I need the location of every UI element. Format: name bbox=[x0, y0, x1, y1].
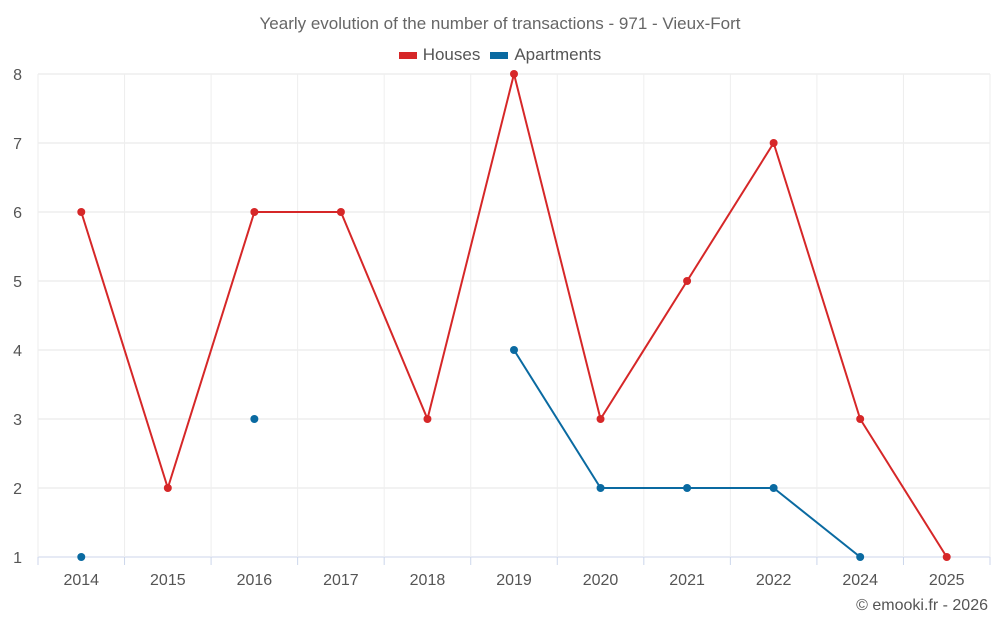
y-tick-label: 8 bbox=[13, 67, 22, 84]
data-point-houses bbox=[683, 277, 692, 285]
legend-item-apartments[interactable]: Apartments bbox=[490, 45, 601, 65]
data-point-houses bbox=[510, 70, 518, 78]
legend-label-apartments: Apartments bbox=[514, 45, 602, 64]
y-tick-label: 3 bbox=[13, 412, 22, 429]
x-tick-label: 2017 bbox=[323, 572, 359, 589]
legend-item-houses[interactable]: Houses bbox=[398, 45, 481, 65]
data-point-apartments bbox=[510, 346, 518, 354]
legend-label-houses: Houses bbox=[422, 45, 481, 64]
data-point-houses bbox=[77, 208, 86, 216]
data-point-houses bbox=[423, 415, 432, 423]
x-tick-label: 2021 bbox=[669, 572, 705, 589]
x-tick-label: 2020 bbox=[583, 572, 619, 589]
data-point-apartments bbox=[596, 484, 605, 492]
data-point-houses bbox=[856, 415, 865, 423]
data-point-houses bbox=[163, 484, 172, 492]
chart-legend: Houses Apartments bbox=[0, 45, 1000, 65]
x-tick-label: 2024 bbox=[842, 572, 878, 589]
y-tick-label: 7 bbox=[13, 136, 22, 153]
x-tick-label: 2022 bbox=[756, 572, 792, 589]
data-point-houses bbox=[942, 553, 951, 561]
y-tick-label: 6 bbox=[13, 205, 22, 222]
data-point-apartments bbox=[683, 484, 692, 492]
data-point-apartments bbox=[250, 415, 259, 423]
x-tick-label: 2019 bbox=[496, 572, 532, 589]
x-tick-label: 2016 bbox=[237, 572, 273, 589]
x-tick-label: 2018 bbox=[410, 572, 446, 589]
legend-swatch-houses bbox=[398, 51, 417, 59]
data-point-houses bbox=[769, 139, 778, 147]
data-point-houses bbox=[250, 208, 259, 216]
chart-title: Yearly evolution of the number of transa… bbox=[259, 14, 741, 33]
legend-swatch-apartments bbox=[490, 51, 509, 59]
data-point-apartments bbox=[769, 484, 778, 492]
data-point-apartments bbox=[77, 553, 86, 561]
data-point-houses bbox=[336, 208, 345, 216]
y-tick-label: 5 bbox=[13, 274, 22, 291]
x-tick-label: 2015 bbox=[150, 572, 186, 589]
y-tick-label: 1 bbox=[13, 550, 22, 567]
credits-text: © emooki.fr - 2026 bbox=[856, 597, 988, 614]
x-tick-label: 2025 bbox=[929, 572, 965, 589]
x-tick-label: 2014 bbox=[63, 572, 99, 589]
y-tick-label: 4 bbox=[13, 343, 22, 360]
data-point-houses bbox=[596, 415, 605, 423]
series-line-apartments bbox=[513, 349, 861, 558]
y-tick-label: 2 bbox=[13, 481, 22, 498]
data-point-apartments bbox=[856, 553, 865, 561]
